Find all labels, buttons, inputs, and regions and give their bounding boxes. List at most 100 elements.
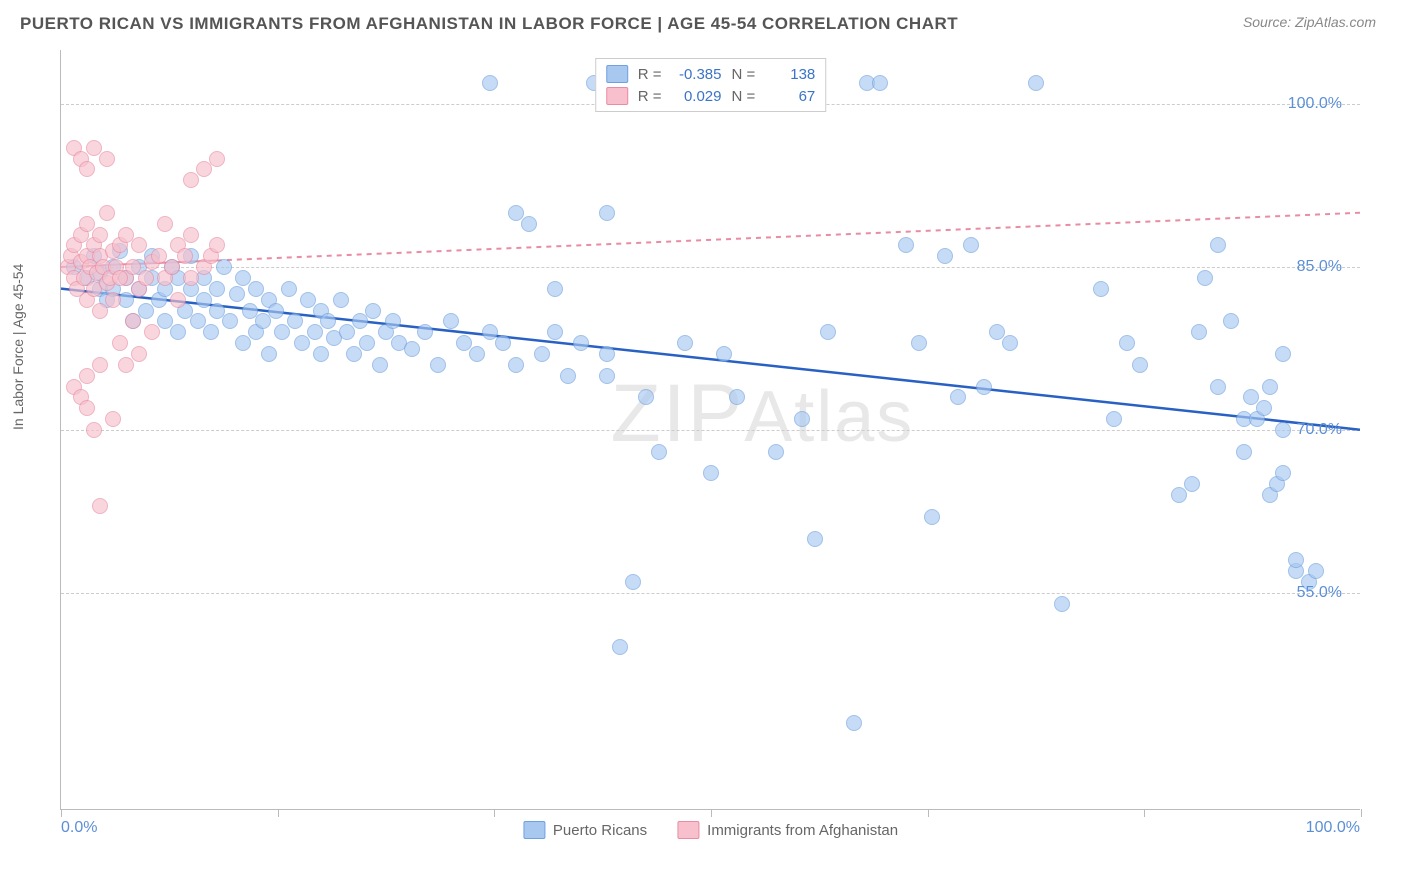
data-point: [170, 292, 186, 308]
data-point: [1210, 379, 1226, 395]
data-point: [222, 313, 238, 329]
data-point: [92, 357, 108, 373]
data-point: [131, 237, 147, 253]
data-point: [547, 281, 563, 297]
data-point: [365, 303, 381, 319]
y-axis-label: In Labor Force | Age 45-54: [10, 264, 26, 430]
data-point: [534, 346, 550, 362]
data-point: [625, 574, 641, 590]
legend-swatch: [523, 821, 545, 839]
data-point: [79, 161, 95, 177]
data-point: [469, 346, 485, 362]
data-point: [359, 335, 375, 351]
data-point: [79, 368, 95, 384]
data-point: [716, 346, 732, 362]
data-point: [216, 259, 232, 275]
data-point: [1171, 487, 1187, 503]
data-point: [307, 324, 323, 340]
series-swatch: [606, 65, 628, 83]
data-point: [1028, 75, 1044, 91]
data-point: [183, 270, 199, 286]
data-point: [1106, 411, 1122, 427]
data-point: [1093, 281, 1109, 297]
data-point: [963, 237, 979, 253]
data-point: [443, 313, 459, 329]
x-tick: [1361, 809, 1362, 817]
data-point: [144, 324, 160, 340]
data-point: [1132, 357, 1148, 373]
data-point: [937, 248, 953, 264]
chart-container: PUERTO RICAN VS IMMIGRANTS FROM AFGHANIS…: [0, 0, 1406, 892]
data-point: [547, 324, 563, 340]
data-point: [482, 75, 498, 91]
data-point: [112, 270, 128, 286]
x-tick: [711, 809, 712, 817]
legend-label: Puerto Ricans: [553, 822, 647, 839]
data-point: [92, 498, 108, 514]
y-tick-label: 85.0%: [1297, 258, 1342, 276]
source-attribution: Source: ZipAtlas.com: [1243, 14, 1376, 30]
data-point: [99, 205, 115, 221]
data-point: [599, 346, 615, 362]
data-point: [1308, 563, 1324, 579]
data-point: [105, 292, 121, 308]
scatter-points: [61, 50, 1360, 809]
data-point: [196, 161, 212, 177]
data-point: [274, 324, 290, 340]
data-point: [320, 313, 336, 329]
data-point: [203, 324, 219, 340]
data-point: [339, 324, 355, 340]
data-point: [261, 346, 277, 362]
data-point: [560, 368, 576, 384]
data-point: [105, 411, 121, 427]
data-point: [294, 335, 310, 351]
data-point: [138, 270, 154, 286]
series-swatch: [606, 87, 628, 105]
data-point: [235, 335, 251, 351]
data-point: [1262, 379, 1278, 395]
data-point: [1119, 335, 1135, 351]
data-point: [1191, 324, 1207, 340]
data-point: [372, 357, 388, 373]
data-point: [209, 237, 225, 253]
r-label: R =: [638, 88, 662, 105]
data-point: [385, 313, 401, 329]
data-point: [950, 389, 966, 405]
data-point: [131, 346, 147, 362]
data-point: [1054, 596, 1070, 612]
data-point: [125, 313, 141, 329]
data-point: [86, 140, 102, 156]
data-point: [677, 335, 693, 351]
data-point: [599, 368, 615, 384]
legend-label: Immigrants from Afghanistan: [707, 822, 898, 839]
data-point: [1275, 346, 1291, 362]
r-label: R =: [638, 66, 662, 83]
data-point: [820, 324, 836, 340]
legend-item: Puerto Ricans: [523, 821, 647, 839]
data-point: [1256, 400, 1272, 416]
data-point: [417, 324, 433, 340]
data-point: [138, 303, 154, 319]
data-point: [898, 237, 914, 253]
data-point: [1275, 465, 1291, 481]
legend-swatch: [677, 821, 699, 839]
x-tick: [928, 809, 929, 817]
n-value: 138: [765, 66, 815, 83]
data-point: [651, 444, 667, 460]
data-point: [268, 303, 284, 319]
data-point: [794, 411, 810, 427]
data-point: [521, 216, 537, 232]
r-value: 0.029: [672, 88, 722, 105]
y-tick-label: 55.0%: [1297, 584, 1342, 602]
data-point: [1223, 313, 1239, 329]
data-point: [430, 357, 446, 373]
data-point: [638, 389, 654, 405]
data-point: [508, 357, 524, 373]
data-point: [911, 335, 927, 351]
data-point: [1184, 476, 1200, 492]
x-tick: [494, 809, 495, 817]
r-value: -0.385: [672, 66, 722, 83]
legend: Puerto Ricans Immigrants from Afghanistan: [523, 821, 898, 839]
data-point: [807, 531, 823, 547]
data-point: [1236, 444, 1252, 460]
